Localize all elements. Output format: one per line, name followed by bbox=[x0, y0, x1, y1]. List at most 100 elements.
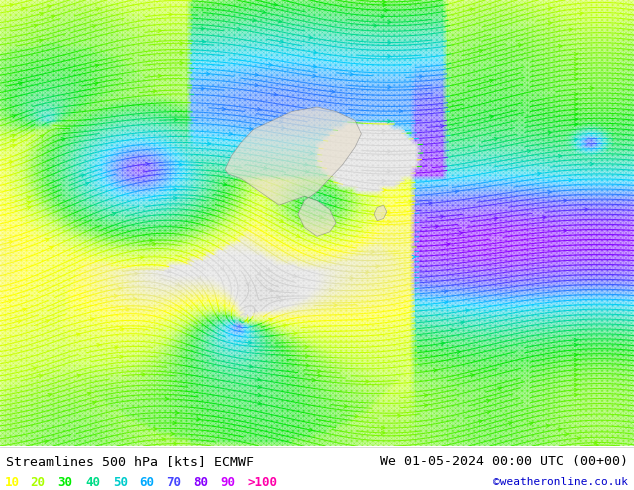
Polygon shape bbox=[374, 205, 387, 221]
FancyArrowPatch shape bbox=[313, 74, 316, 77]
FancyArrowPatch shape bbox=[310, 151, 314, 155]
FancyArrowPatch shape bbox=[344, 405, 347, 408]
FancyArrowPatch shape bbox=[574, 123, 578, 126]
FancyArrowPatch shape bbox=[267, 268, 270, 271]
FancyArrowPatch shape bbox=[171, 432, 174, 436]
FancyArrowPatch shape bbox=[22, 7, 25, 10]
FancyArrowPatch shape bbox=[9, 241, 13, 244]
FancyArrowPatch shape bbox=[302, 202, 305, 205]
FancyArrowPatch shape bbox=[329, 288, 333, 292]
FancyArrowPatch shape bbox=[51, 15, 55, 19]
FancyArrowPatch shape bbox=[424, 394, 427, 397]
FancyArrowPatch shape bbox=[39, 12, 43, 16]
FancyArrowPatch shape bbox=[257, 378, 261, 381]
FancyArrowPatch shape bbox=[366, 380, 369, 383]
FancyArrowPatch shape bbox=[273, 3, 277, 6]
FancyArrowPatch shape bbox=[173, 421, 176, 425]
FancyArrowPatch shape bbox=[470, 374, 474, 377]
Text: 10: 10 bbox=[5, 476, 20, 489]
FancyArrowPatch shape bbox=[48, 393, 52, 397]
FancyArrowPatch shape bbox=[444, 290, 448, 293]
FancyArrowPatch shape bbox=[574, 388, 578, 392]
FancyArrowPatch shape bbox=[546, 424, 550, 427]
FancyArrowPatch shape bbox=[441, 124, 444, 128]
FancyArrowPatch shape bbox=[574, 68, 578, 71]
FancyArrowPatch shape bbox=[27, 201, 31, 204]
FancyArrowPatch shape bbox=[350, 73, 353, 76]
FancyArrowPatch shape bbox=[201, 27, 204, 30]
FancyArrowPatch shape bbox=[538, 172, 541, 175]
FancyArrowPatch shape bbox=[574, 108, 578, 111]
FancyArrowPatch shape bbox=[174, 442, 177, 445]
FancyArrowPatch shape bbox=[254, 309, 257, 313]
FancyArrowPatch shape bbox=[262, 10, 266, 14]
FancyArrowPatch shape bbox=[487, 411, 490, 414]
FancyArrowPatch shape bbox=[86, 182, 89, 185]
FancyArrowPatch shape bbox=[8, 299, 12, 303]
FancyArrowPatch shape bbox=[333, 303, 337, 307]
FancyArrowPatch shape bbox=[387, 21, 391, 24]
FancyArrowPatch shape bbox=[280, 116, 283, 119]
FancyArrowPatch shape bbox=[548, 191, 552, 194]
FancyArrowPatch shape bbox=[429, 202, 432, 205]
FancyArrowPatch shape bbox=[313, 50, 317, 54]
FancyArrowPatch shape bbox=[577, 437, 581, 440]
FancyArrowPatch shape bbox=[479, 49, 482, 53]
FancyArrowPatch shape bbox=[95, 64, 99, 68]
FancyArrowPatch shape bbox=[248, 341, 252, 344]
FancyArrowPatch shape bbox=[255, 83, 259, 87]
FancyArrowPatch shape bbox=[306, 364, 309, 367]
FancyArrowPatch shape bbox=[96, 8, 100, 11]
FancyArrowPatch shape bbox=[387, 170, 391, 173]
FancyArrowPatch shape bbox=[371, 250, 374, 254]
FancyArrowPatch shape bbox=[387, 55, 391, 58]
FancyArrowPatch shape bbox=[320, 216, 323, 219]
FancyArrowPatch shape bbox=[574, 378, 578, 382]
FancyArrowPatch shape bbox=[558, 428, 562, 431]
FancyArrowPatch shape bbox=[373, 24, 377, 27]
FancyArrowPatch shape bbox=[384, 9, 388, 12]
FancyArrowPatch shape bbox=[81, 174, 84, 177]
FancyArrowPatch shape bbox=[574, 57, 578, 61]
FancyArrowPatch shape bbox=[257, 107, 261, 111]
FancyArrowPatch shape bbox=[529, 422, 533, 425]
Text: >100: >100 bbox=[247, 476, 277, 489]
FancyArrowPatch shape bbox=[280, 40, 283, 43]
FancyArrowPatch shape bbox=[77, 374, 81, 377]
FancyArrowPatch shape bbox=[269, 63, 272, 66]
FancyArrowPatch shape bbox=[559, 45, 562, 48]
FancyArrowPatch shape bbox=[399, 109, 403, 113]
FancyArrowPatch shape bbox=[451, 329, 454, 332]
FancyArrowPatch shape bbox=[313, 65, 316, 68]
FancyArrowPatch shape bbox=[93, 24, 96, 28]
FancyArrowPatch shape bbox=[152, 242, 156, 245]
FancyArrowPatch shape bbox=[269, 318, 272, 321]
FancyArrowPatch shape bbox=[222, 107, 226, 111]
FancyArrowPatch shape bbox=[569, 178, 573, 182]
FancyArrowPatch shape bbox=[574, 343, 578, 346]
FancyArrowPatch shape bbox=[246, 282, 249, 286]
FancyArrowPatch shape bbox=[585, 208, 588, 211]
FancyArrowPatch shape bbox=[12, 115, 16, 118]
FancyArrowPatch shape bbox=[387, 120, 391, 123]
FancyArrowPatch shape bbox=[146, 162, 149, 166]
Text: ©weatheronline.co.uk: ©weatheronline.co.uk bbox=[493, 477, 628, 487]
FancyArrowPatch shape bbox=[419, 75, 423, 78]
FancyArrowPatch shape bbox=[565, 433, 569, 436]
FancyArrowPatch shape bbox=[237, 27, 241, 31]
FancyArrowPatch shape bbox=[318, 374, 321, 377]
FancyArrowPatch shape bbox=[306, 354, 309, 358]
FancyArrowPatch shape bbox=[274, 93, 277, 96]
FancyArrowPatch shape bbox=[11, 134, 15, 138]
FancyArrowPatch shape bbox=[9, 161, 13, 164]
FancyArrowPatch shape bbox=[197, 417, 200, 421]
FancyArrowPatch shape bbox=[206, 72, 210, 75]
FancyArrowPatch shape bbox=[252, 19, 256, 22]
FancyArrowPatch shape bbox=[574, 368, 578, 371]
FancyArrowPatch shape bbox=[174, 188, 177, 191]
FancyArrowPatch shape bbox=[569, 28, 573, 31]
FancyArrowPatch shape bbox=[258, 393, 261, 396]
FancyArrowPatch shape bbox=[269, 289, 273, 292]
FancyArrowPatch shape bbox=[112, 213, 116, 216]
FancyArrowPatch shape bbox=[318, 369, 321, 373]
